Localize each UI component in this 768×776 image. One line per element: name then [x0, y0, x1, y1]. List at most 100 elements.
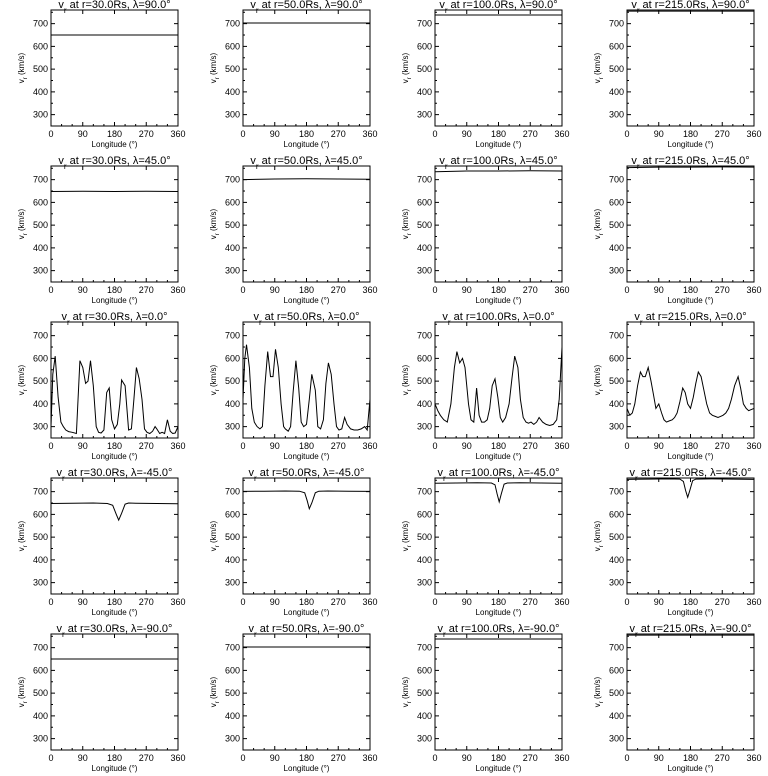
x-tick-label: 180	[299, 753, 314, 763]
y-tick-label: 700	[609, 175, 624, 185]
y-tick-label: 600	[33, 41, 48, 51]
plot-frame	[51, 10, 178, 126]
plot-frame	[51, 478, 178, 594]
x-axis-label: Longitude (°)	[92, 140, 138, 149]
x-tick-label: 90	[270, 129, 280, 139]
x-axis-label: Longitude (°)	[476, 608, 522, 617]
x-tick-label: 0	[48, 285, 53, 295]
x-tick-label: 270	[715, 597, 730, 607]
y-tick-label: 400	[609, 243, 624, 253]
plot-frame	[627, 322, 754, 438]
y-tick-label: 600	[33, 509, 48, 519]
series-line	[435, 483, 562, 502]
y-tick-label: 300	[225, 110, 240, 120]
y-tick-label: 400	[33, 243, 48, 253]
y-axis-label: vr (km/s)	[401, 208, 413, 239]
y-tick-label: 600	[225, 509, 240, 519]
y-axis-label: vr (km/s)	[593, 208, 605, 239]
x-tick-label: 0	[240, 441, 245, 451]
x-tick-label: 180	[299, 441, 314, 451]
x-tick-label: 270	[139, 753, 154, 763]
y-tick-label: 500	[33, 688, 48, 698]
y-tick-label: 500	[417, 64, 432, 74]
series-line	[51, 356, 178, 433]
y-tick-label: 500	[609, 220, 624, 230]
x-tick-label: 90	[78, 441, 88, 451]
y-tick-label: 400	[225, 555, 240, 565]
x-tick-label: 90	[654, 441, 664, 451]
y-axis-label: vr (km/s)	[17, 520, 29, 551]
x-tick-label: 270	[715, 441, 730, 451]
x-axis-label: Longitude (°)	[668, 452, 714, 461]
x-tick-label: 90	[654, 129, 664, 139]
y-tick-label: 600	[609, 353, 624, 363]
y-axis-label: vr (km/s)	[17, 364, 29, 395]
y-tick-label: 500	[609, 64, 624, 74]
y-tick-label: 400	[33, 555, 48, 565]
x-tick-label: 360	[554, 597, 569, 607]
x-tick-label: 360	[746, 753, 761, 763]
y-tick-label: 300	[225, 578, 240, 588]
y-tick-label: 600	[225, 41, 240, 51]
x-axis-label: Longitude (°)	[284, 140, 330, 149]
x-tick-label: 360	[554, 129, 569, 139]
series-line	[627, 368, 754, 423]
x-axis-label: Longitude (°)	[476, 296, 522, 305]
y-tick-label: 500	[33, 220, 48, 230]
x-tick-label: 90	[462, 753, 472, 763]
series-line	[435, 171, 562, 172]
y-axis-label: vr (km/s)	[17, 676, 29, 707]
y-tick-label: 600	[609, 665, 624, 675]
x-tick-label: 180	[299, 285, 314, 295]
y-tick-label: 600	[609, 509, 624, 519]
y-tick-label: 300	[417, 266, 432, 276]
y-tick-label: 700	[33, 487, 48, 497]
x-tick-label: 180	[683, 597, 698, 607]
series-line	[243, 345, 370, 432]
y-tick-label: 300	[33, 578, 48, 588]
x-axis-label: Longitude (°)	[284, 608, 330, 617]
x-tick-label: 180	[107, 753, 122, 763]
y-tick-label: 400	[225, 399, 240, 409]
x-tick-label: 90	[270, 441, 280, 451]
x-tick-label: 0	[432, 597, 437, 607]
x-tick-label: 360	[170, 129, 185, 139]
y-tick-label: 700	[225, 19, 240, 29]
x-tick-label: 180	[491, 597, 506, 607]
x-tick-label: 0	[624, 753, 629, 763]
y-tick-label: 300	[609, 578, 624, 588]
x-tick-label: 270	[331, 441, 346, 451]
y-tick-label: 600	[417, 509, 432, 519]
x-axis-label: Longitude (°)	[476, 764, 522, 773]
x-tick-label: 270	[523, 597, 538, 607]
y-tick-label: 700	[609, 487, 624, 497]
series-line	[243, 491, 370, 509]
y-tick-label: 700	[417, 643, 432, 653]
y-tick-label: 400	[417, 711, 432, 721]
x-tick-label: 360	[746, 129, 761, 139]
y-tick-label: 700	[33, 19, 48, 29]
x-tick-label: 90	[654, 285, 664, 295]
plot-frame	[627, 166, 754, 282]
y-tick-label: 500	[417, 532, 432, 542]
plot-frame	[435, 166, 562, 282]
y-tick-label: 400	[33, 87, 48, 97]
x-tick-label: 0	[240, 285, 245, 295]
y-tick-label: 700	[225, 175, 240, 185]
y-tick-label: 300	[33, 734, 48, 744]
x-tick-label: 180	[107, 285, 122, 295]
y-tick-label: 600	[609, 197, 624, 207]
x-tick-label: 270	[523, 753, 538, 763]
x-tick-label: 180	[107, 597, 122, 607]
plot-frame	[243, 10, 370, 126]
